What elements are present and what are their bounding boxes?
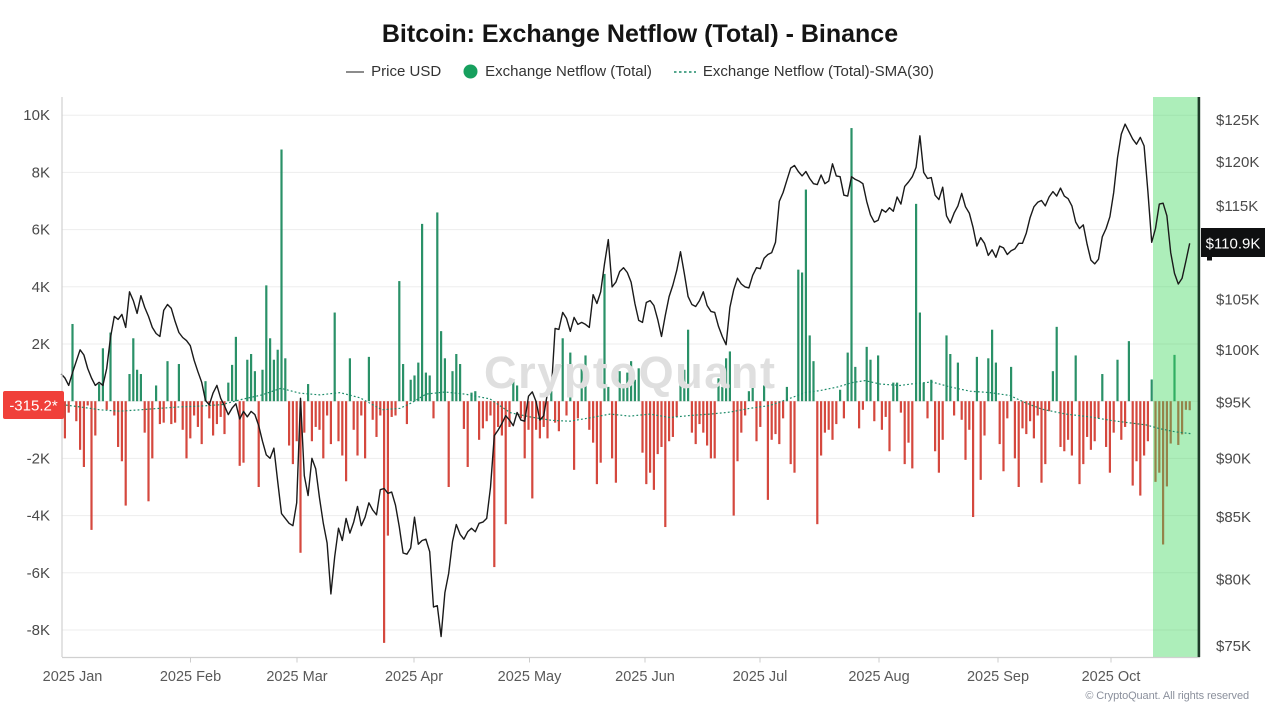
- svg-text:$125K: $125K: [1216, 112, 1259, 129]
- svg-text:$120K: $120K: [1216, 154, 1259, 171]
- svg-text:6K: 6K: [32, 222, 50, 239]
- svg-text:4K: 4K: [32, 279, 50, 296]
- svg-text:$100K: $100K: [1216, 342, 1259, 359]
- svg-text:$85K: $85K: [1216, 509, 1251, 526]
- svg-text:-4K: -4K: [27, 508, 50, 525]
- svg-text:$95K: $95K: [1216, 395, 1251, 412]
- svg-text:2025 Apr: 2025 Apr: [385, 669, 443, 685]
- svg-text:2025 Jul: 2025 Jul: [733, 669, 788, 685]
- svg-text:-6K: -6K: [27, 565, 50, 582]
- svg-text:$75K: $75K: [1216, 638, 1251, 655]
- svg-text:2K: 2K: [32, 336, 50, 353]
- svg-text:2025 Jan: 2025 Jan: [43, 669, 103, 685]
- svg-text:2025 Sep: 2025 Sep: [967, 669, 1029, 685]
- svg-text:10K: 10K: [23, 107, 50, 124]
- svg-text:$115K: $115K: [1216, 198, 1258, 215]
- svg-text:$90K: $90K: [1216, 450, 1251, 467]
- svg-text:$105K: $105K: [1216, 292, 1259, 309]
- svg-text:2025 May: 2025 May: [498, 669, 562, 685]
- svg-text:$110.9K: $110.9K: [1206, 236, 1261, 253]
- svg-text:8K: 8K: [32, 164, 50, 181]
- svg-text:2025 Feb: 2025 Feb: [160, 669, 221, 685]
- svg-text:$80K: $80K: [1216, 572, 1251, 589]
- svg-text:2025 Mar: 2025 Mar: [266, 669, 327, 685]
- svg-text:2025 Jun: 2025 Jun: [615, 669, 675, 685]
- svg-text:2025 Aug: 2025 Aug: [848, 669, 909, 685]
- svg-text:2025 Oct: 2025 Oct: [1082, 669, 1141, 685]
- svg-text:-315.2*: -315.2*: [9, 398, 58, 415]
- svg-text:-8K: -8K: [27, 622, 50, 639]
- svg-text:-2K: -2K: [27, 450, 50, 467]
